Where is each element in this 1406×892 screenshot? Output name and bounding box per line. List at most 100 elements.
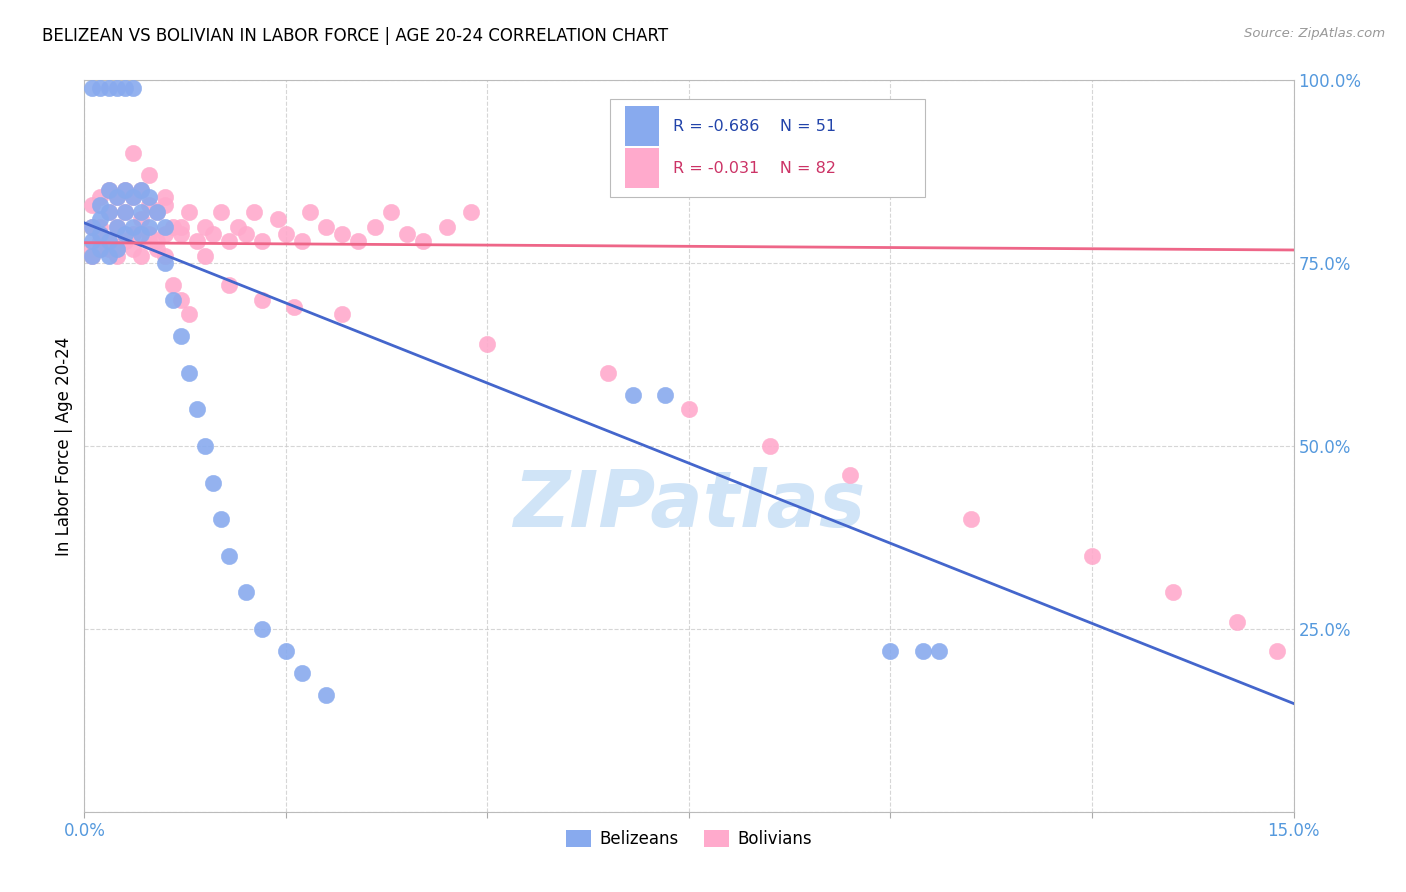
Point [621, 388, 644, 402]
Point [121, 242, 143, 256]
Point [274, 644, 297, 658]
Point [129, 183, 152, 197]
Legend: Belizeans, Bolivians: Belizeans, Bolivians [560, 823, 818, 855]
Point [153, 190, 176, 204]
Point [153, 219, 176, 234]
Point [114, 234, 136, 248]
Point [1081, 549, 1104, 563]
Point [1267, 644, 1289, 658]
Point [460, 205, 482, 219]
Point [218, 278, 240, 293]
Point [146, 234, 169, 248]
Point [114, 205, 136, 219]
Text: R = -0.031    N = 82: R = -0.031 N = 82 [673, 161, 837, 176]
Point [105, 242, 128, 256]
Point [380, 205, 402, 219]
Text: ZIPatlas: ZIPatlas [513, 467, 865, 542]
Point [114, 234, 136, 248]
Point [105, 190, 128, 204]
Point [839, 468, 862, 483]
Point [170, 219, 193, 234]
Point [105, 219, 128, 234]
Point [114, 183, 136, 197]
Point [186, 234, 208, 248]
Point [129, 183, 152, 197]
Point [412, 234, 434, 248]
Point [395, 227, 418, 241]
Point [436, 219, 458, 234]
Point [89, 212, 111, 227]
Point [1226, 615, 1249, 629]
Point [179, 205, 201, 219]
Point [283, 300, 305, 314]
Point [250, 234, 273, 248]
Point [226, 219, 249, 234]
Point [82, 242, 104, 256]
Point [97, 249, 120, 263]
Point [758, 439, 780, 453]
Point [89, 242, 111, 256]
Point [121, 190, 143, 204]
Point [162, 293, 184, 307]
Point [105, 242, 128, 256]
Point [114, 80, 136, 95]
FancyBboxPatch shape [610, 99, 925, 197]
Point [89, 190, 111, 204]
Point [209, 512, 232, 526]
Point [82, 249, 104, 263]
Point [170, 293, 193, 307]
Point [194, 219, 217, 234]
Point [179, 307, 201, 321]
Point [218, 549, 240, 563]
Point [114, 227, 136, 241]
Point [138, 227, 160, 241]
Point [114, 183, 136, 197]
Point [315, 219, 337, 234]
Point [82, 219, 104, 234]
Text: R = -0.686    N = 51: R = -0.686 N = 51 [673, 119, 837, 134]
Point [146, 205, 169, 219]
Point [105, 219, 128, 234]
Point [97, 183, 120, 197]
FancyBboxPatch shape [624, 148, 659, 188]
Point [129, 205, 152, 219]
Point [105, 249, 128, 263]
Point [146, 205, 169, 219]
Point [153, 249, 176, 263]
Point [138, 197, 160, 211]
Point [291, 665, 314, 680]
Point [82, 219, 104, 234]
Point [218, 234, 240, 248]
Point [89, 80, 111, 95]
Point [330, 227, 353, 241]
Point [235, 585, 257, 599]
Point [1161, 585, 1184, 599]
Text: Source: ZipAtlas.com: Source: ZipAtlas.com [1244, 27, 1385, 40]
Point [928, 644, 950, 658]
Point [274, 227, 297, 241]
Point [170, 227, 193, 241]
Point [153, 256, 176, 270]
Point [153, 197, 176, 211]
Point [97, 242, 120, 256]
Point [363, 219, 385, 234]
Point [89, 197, 111, 211]
Point [291, 234, 314, 248]
Point [121, 190, 143, 204]
Point [347, 234, 370, 248]
Point [129, 227, 152, 241]
Point [97, 234, 120, 248]
Point [105, 190, 128, 204]
Point [114, 205, 136, 219]
Point [242, 205, 264, 219]
Point [678, 402, 700, 417]
Point [89, 242, 111, 256]
Point [97, 183, 120, 197]
Point [121, 146, 143, 161]
Point [879, 644, 901, 658]
Point [170, 329, 193, 343]
Point [153, 227, 176, 241]
Point [598, 366, 620, 380]
Point [121, 219, 143, 234]
Point [235, 227, 257, 241]
